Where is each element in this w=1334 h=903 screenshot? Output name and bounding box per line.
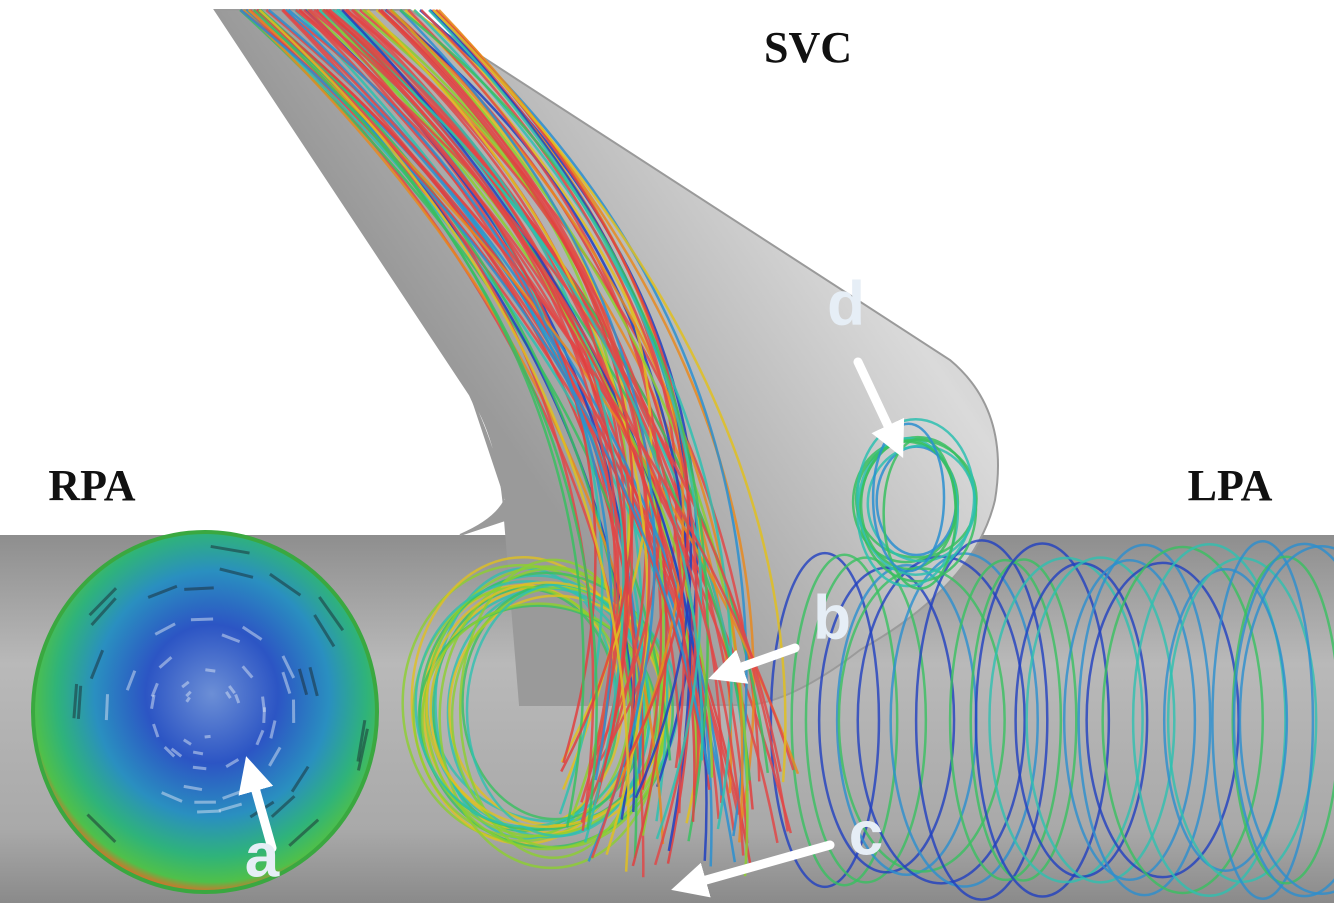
- swirl-stroke: [184, 588, 214, 590]
- annotation: c: [849, 799, 883, 868]
- rpa-label: RPA: [48, 461, 135, 510]
- figure: SVC RPA LPA a b c d: [0, 0, 1334, 903]
- swirl-stroke: [106, 694, 107, 720]
- swirl-stroke: [205, 670, 215, 671]
- annotation: a: [245, 821, 280, 890]
- lpa-label: LPA: [1188, 461, 1273, 510]
- swirl-stroke: [197, 811, 221, 812]
- annotation: b: [813, 583, 851, 652]
- cross-section: [33, 532, 377, 892]
- annotation: d: [827, 269, 865, 338]
- swirl-stroke: [193, 752, 203, 754]
- svc-label: SVC: [764, 23, 852, 72]
- swirl-stroke: [191, 619, 213, 620]
- swirl-stroke: [205, 736, 211, 737]
- swirl-stroke: [264, 707, 265, 723]
- page: {"labels": {"svc": "SVC", "rpa": "RPA", …: [0, 0, 1334, 903]
- swirl-stroke: [193, 767, 206, 768]
